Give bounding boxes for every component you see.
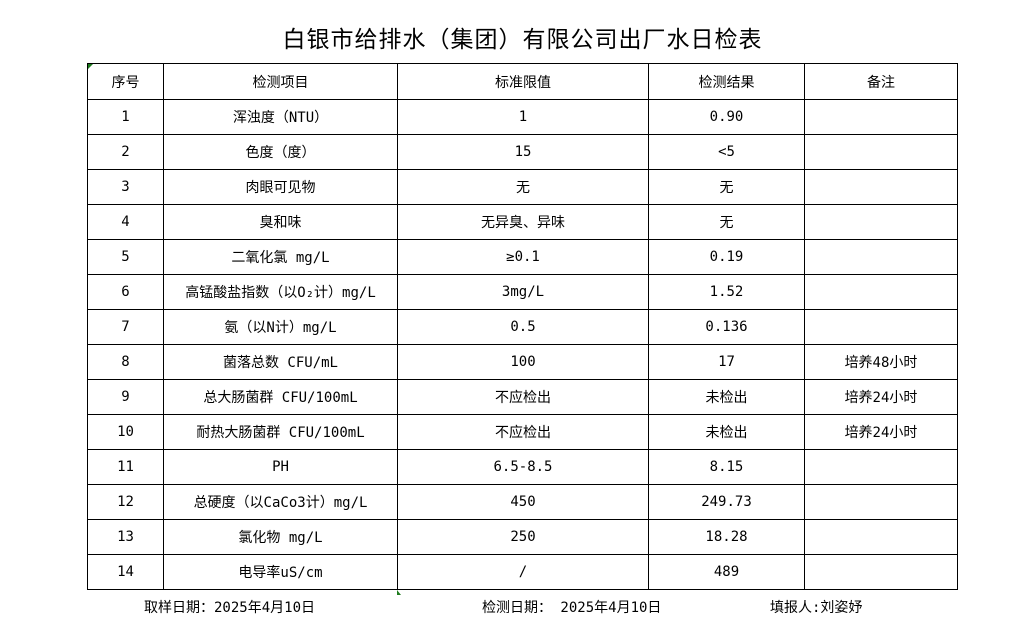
table-row: 11 PH 6.5-8.5 8.15 bbox=[87, 449, 958, 485]
row-remark: 培养48小时 bbox=[804, 344, 958, 380]
table-row: 12 总硬度（以CaCo3计）mg/L 450 249.73 bbox=[87, 484, 958, 520]
cell-marker bbox=[397, 590, 401, 595]
row-result: 0.90 bbox=[648, 99, 805, 135]
row-result: 8.15 bbox=[648, 449, 805, 485]
row-item: 二氧化氯 mg/L bbox=[163, 239, 398, 275]
row-remark bbox=[804, 204, 958, 240]
row-result: 未检出 bbox=[648, 379, 805, 415]
table-row: 14 电导率uS/cm/489 bbox=[87, 554, 958, 590]
row-index: 10 bbox=[87, 414, 164, 450]
row-index: 7 bbox=[87, 309, 164, 345]
row-result: 未检出 bbox=[648, 414, 805, 450]
row-result: 0.136 bbox=[648, 309, 805, 345]
table-header-row: 序号 检测项目 标准限值 检测结果 备注 bbox=[87, 63, 958, 100]
header-remark: 备注 bbox=[804, 63, 958, 100]
row-item: 氯化物 mg/L bbox=[163, 519, 398, 555]
row-remark bbox=[804, 519, 958, 555]
row-remark bbox=[804, 484, 958, 520]
row-standard: 6.5-8.5 bbox=[397, 449, 649, 485]
row-item: 总硬度（以CaCo3计）mg/L bbox=[163, 484, 398, 520]
table-row: 13 氯化物 mg/L 250 18.28 bbox=[87, 519, 958, 555]
row-item: PH bbox=[163, 449, 398, 485]
row-remark: 培养24小时 bbox=[804, 379, 958, 415]
row-item: 色度（度） bbox=[163, 134, 398, 170]
inspection-table: 序号 检测项目 标准限值 检测结果 备注 1 浑浊度（NTU） 1 0.90 2 色度（度… bbox=[87, 63, 958, 590]
reporter: 填报人:刘姿妤 bbox=[770, 600, 863, 616]
row-item: 肉眼可见物 bbox=[163, 169, 398, 205]
row-remark: 培养24小时 bbox=[804, 414, 958, 450]
row-index: 4 bbox=[87, 204, 164, 240]
row-result: 249.73 bbox=[648, 484, 805, 520]
table-row: 2 色度（度） 15 <5 bbox=[87, 134, 958, 170]
row-standard: 无 bbox=[397, 169, 649, 205]
row-result: 489 bbox=[648, 554, 805, 590]
row-item: 菌落总数 CFU/mL bbox=[163, 344, 398, 380]
row-standard: 3mg/L bbox=[397, 274, 649, 310]
cell-marker bbox=[88, 64, 93, 69]
row-remark bbox=[804, 554, 958, 590]
row-standard: / bbox=[397, 554, 649, 590]
row-standard: 不应检出 bbox=[397, 379, 649, 415]
table-row: 5 二氧化氯 mg/L ≥0.1 0.19 bbox=[87, 239, 958, 275]
row-index: 8 bbox=[87, 344, 164, 380]
row-index: 11 bbox=[87, 449, 164, 485]
row-result: 1.52 bbox=[648, 274, 805, 310]
row-item: 氨（以N计）mg/L bbox=[163, 309, 398, 345]
test-date: 检测日期： 2025年4月10日 bbox=[482, 600, 662, 616]
row-remark bbox=[804, 239, 958, 275]
row-result: 0.19 bbox=[648, 239, 805, 275]
row-standard: 100 bbox=[397, 344, 649, 380]
row-index: 3 bbox=[87, 169, 164, 205]
row-remark bbox=[804, 274, 958, 310]
row-item: 总大肠菌群 CFU/100mL bbox=[163, 379, 398, 415]
sampling-date: 取样日期：2025年4月10日 bbox=[144, 600, 316, 616]
row-standard: 0.5 bbox=[397, 309, 649, 345]
table-row: 8 菌落总数 CFU/mL 100 17 培养48小时 bbox=[87, 344, 958, 380]
row-standard: ≥0.1 bbox=[397, 239, 649, 275]
table-row: 6 高锰酸盐指数（以O₂计）mg/L 3mg/L 1.52 bbox=[87, 274, 958, 310]
row-standard: 无异臭、异味 bbox=[397, 204, 649, 240]
row-item: 臭和味 bbox=[163, 204, 398, 240]
row-remark bbox=[804, 169, 958, 205]
row-remark bbox=[804, 99, 958, 135]
row-remark bbox=[804, 449, 958, 485]
table-row: 10 耐热大肠菌群 CFU/100mL 不应检出 未检出 培养24小时 bbox=[87, 414, 958, 450]
row-standard: 15 bbox=[397, 134, 649, 170]
row-index: 1 bbox=[87, 99, 164, 135]
row-index: 9 bbox=[87, 379, 164, 415]
row-remark bbox=[804, 309, 958, 345]
row-standard: 1 bbox=[397, 99, 649, 135]
row-item: 电导率uS/cm bbox=[163, 554, 398, 590]
header-result: 检测结果 bbox=[648, 63, 805, 100]
table-row: 1 浑浊度（NTU） 1 0.90 bbox=[87, 99, 958, 135]
row-result: 17 bbox=[648, 344, 805, 380]
row-index: 5 bbox=[87, 239, 164, 275]
table-row: 4 臭和味 无异臭、异味无 bbox=[87, 204, 958, 240]
row-index: 14 bbox=[87, 554, 164, 590]
row-standard: 不应检出 bbox=[397, 414, 649, 450]
row-result: 18.28 bbox=[648, 519, 805, 555]
row-result: 无 bbox=[648, 169, 805, 205]
row-index: 13 bbox=[87, 519, 164, 555]
row-index: 2 bbox=[87, 134, 164, 170]
header-item: 检测项目 bbox=[163, 63, 398, 100]
page-title: 白银市给排水（集团）有限公司出厂水日检表 bbox=[282, 27, 763, 53]
table-row: 9 总大肠菌群 CFU/100mL 不应检出 未检出 培养24小时 bbox=[87, 379, 958, 415]
row-remark bbox=[804, 134, 958, 170]
row-item: 高锰酸盐指数（以O₂计）mg/L bbox=[163, 274, 398, 310]
table-row: 3 肉眼可见物无无 bbox=[87, 169, 958, 205]
row-standard: 450 bbox=[397, 484, 649, 520]
row-item: 耐热大肠菌群 CFU/100mL bbox=[163, 414, 398, 450]
row-index: 6 bbox=[87, 274, 164, 310]
header-standard: 标准限值 bbox=[397, 63, 649, 100]
header-index: 序号 bbox=[87, 63, 164, 100]
row-result: 无 bbox=[648, 204, 805, 240]
row-result: <5 bbox=[648, 134, 805, 170]
table-row: 7 氨（以N计）mg/L 0.5 0.136 bbox=[87, 309, 958, 345]
row-index: 12 bbox=[87, 484, 164, 520]
row-item: 浑浊度（NTU） bbox=[163, 99, 398, 135]
row-standard: 250 bbox=[397, 519, 649, 555]
